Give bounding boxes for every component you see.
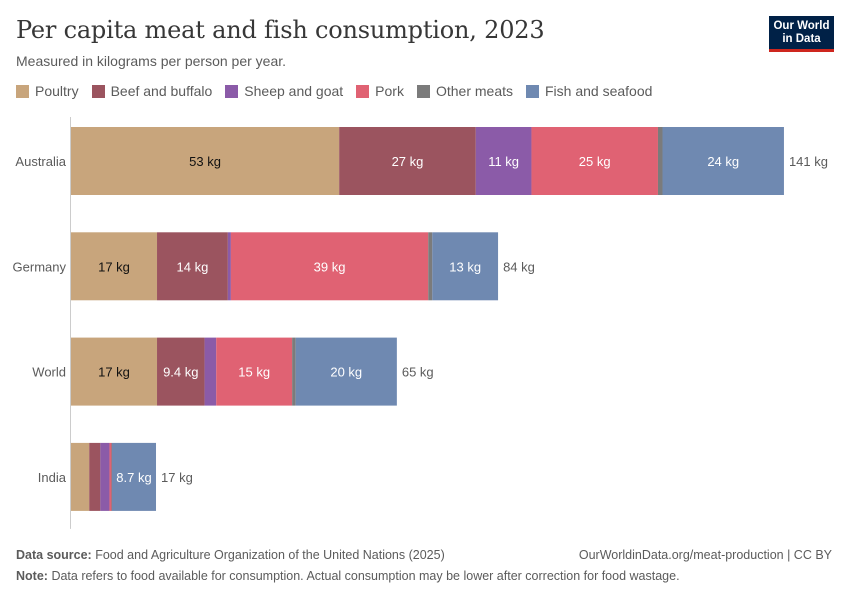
data-label: 8.7 kg [116, 470, 151, 485]
bar-segment[interactable] [531, 127, 658, 195]
bar-segment[interactable] [204, 337, 217, 406]
legend-swatch [526, 84, 539, 98]
legend-label: Other meats [435, 83, 513, 99]
data-source: Data source: Food and Agriculture Organi… [16, 548, 445, 562]
legend-swatch [16, 84, 29, 98]
total-label: 17 kg [161, 470, 193, 485]
bar-segment[interactable] [295, 337, 397, 406]
legend-swatch [356, 84, 370, 98]
data-label: 15 kg [238, 365, 270, 380]
note-text: Data refers to food available for consum… [51, 569, 680, 583]
bar-segment[interactable] [428, 232, 433, 301]
bar-segment[interactable] [71, 337, 158, 406]
source-label: Data source: [16, 548, 92, 562]
legend-item-1[interactable]: Beef and buffalo [91, 83, 213, 99]
bar-segment[interactable] [230, 232, 429, 301]
bar-segment[interactable] [109, 442, 112, 511]
legend-item-0[interactable]: Poultry [16, 83, 79, 99]
data-label: 27 kg [392, 154, 424, 169]
legend-item-3[interactable]: Pork [356, 83, 404, 99]
legend-label: Sheep and goat [244, 83, 344, 99]
bar-segment[interactable] [475, 127, 532, 195]
legend-swatch [225, 84, 239, 98]
total-label: 141 kg [789, 154, 828, 169]
bar-segment[interactable] [216, 337, 293, 406]
bar-segment[interactable] [100, 442, 110, 511]
legend-swatch [91, 84, 105, 98]
legend-label: Beef and buffalo [110, 83, 213, 99]
bar-segment[interactable] [71, 442, 90, 511]
data-label: 14 kg [177, 259, 209, 274]
data-label: 17 kg [98, 259, 130, 274]
chart-legend: Poultry Beef and buffalo Sheep and goat Por… [16, 83, 665, 99]
source-text: Food and Agriculture Organization of the… [95, 548, 445, 562]
bar-segment[interactable] [657, 127, 663, 195]
bar-segment[interactable] [157, 232, 228, 301]
total-label: 65 kg [402, 365, 434, 380]
logo-line-1: Our World [773, 20, 830, 32]
data-label: 20 kg [330, 365, 362, 380]
legend-swatch [416, 84, 430, 98]
chart-title: Per capita meat and fish consumption, 20… [16, 16, 545, 44]
total-label: 84 kg [503, 259, 535, 274]
data-label: 53 kg [189, 154, 221, 169]
source-url-link[interactable]: OurWorldinData.org/meat-production | CC … [578, 548, 832, 562]
bar-segment[interactable] [71, 232, 158, 301]
legend-item-5[interactable]: Fish and seafood [526, 83, 652, 99]
bar-segment[interactable] [89, 442, 101, 511]
legend-label: Poultry [35, 83, 79, 99]
bar-segment[interactable] [111, 442, 157, 511]
category-label: Germany [13, 259, 67, 274]
bar-segment[interactable] [432, 232, 499, 301]
data-label: 24 kg [707, 154, 739, 169]
legend-label: Pork [375, 83, 404, 99]
data-label: 25 kg [579, 154, 611, 169]
data-label: 17 kg [98, 365, 130, 380]
chart-note: Note: Data refers to food available for … [16, 569, 680, 583]
bar-segment[interactable] [71, 127, 340, 195]
bar-segment[interactable] [292, 337, 296, 406]
category-label: Australia [15, 154, 66, 169]
legend-item-4[interactable]: Other meats [416, 83, 513, 99]
logo-line-2: in Data [782, 33, 821, 45]
legend-item-2[interactable]: Sheep and goat [225, 83, 343, 99]
category-label: World [32, 365, 66, 380]
bar-segment[interactable] [157, 337, 205, 406]
legend-label: Fish and seafood [545, 83, 653, 99]
owid-logo[interactable]: Our World in Data [769, 16, 834, 52]
data-label: 39 kg [314, 259, 346, 274]
bar-segment[interactable] [339, 127, 476, 195]
bar-segment[interactable] [227, 232, 231, 301]
data-label: 9.4 kg [163, 365, 198, 380]
bar-segment[interactable] [662, 127, 784, 195]
data-label: 11 kg [488, 154, 519, 169]
category-label: India [38, 470, 67, 485]
bar-segment[interactable] [111, 442, 112, 511]
data-label: 13 kg [449, 259, 481, 274]
note-label: Note: [16, 569, 48, 583]
chart-subtitle: Measured in kilograms per person per yea… [16, 53, 287, 69]
